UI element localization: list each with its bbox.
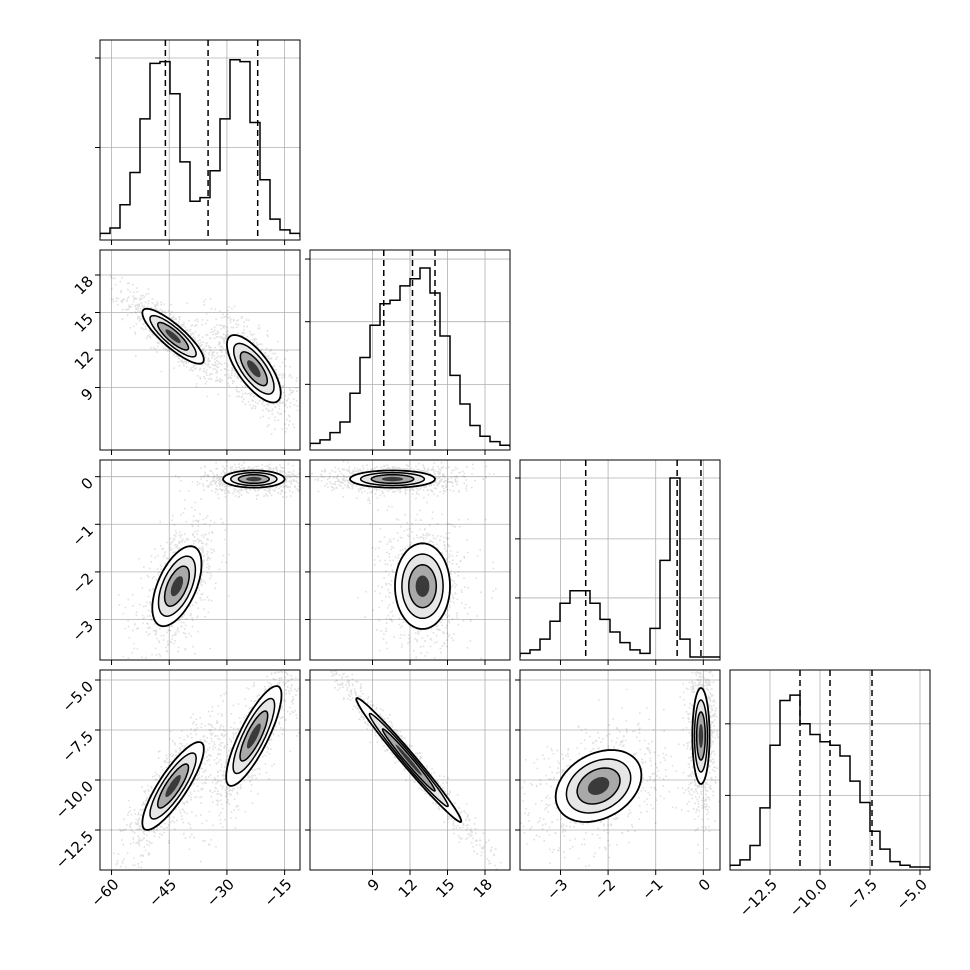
scatter-points xyxy=(311,460,497,660)
histogram-panel-3 xyxy=(520,460,720,660)
tick-label: −60 xyxy=(87,875,122,910)
tick-label: −12.5 xyxy=(736,875,781,920)
tick-label: −7.5 xyxy=(843,875,881,913)
density-panel-2-3 xyxy=(310,460,510,660)
contour-level-4 xyxy=(698,724,704,748)
contour-level-4 xyxy=(246,476,262,482)
panel-frame xyxy=(519,459,721,661)
density-panel-1-3 xyxy=(100,460,300,660)
contour-level-4 xyxy=(381,476,404,482)
tick-label: −3 xyxy=(543,875,571,903)
tick-label: −15 xyxy=(261,875,296,910)
tick-label: 12 xyxy=(395,875,421,901)
tick-label: −7.5 xyxy=(59,727,97,765)
density-panel-2-4 xyxy=(310,670,510,870)
contour-level-4 xyxy=(246,723,261,749)
contour-level-4 xyxy=(395,744,422,776)
contour-level-4 xyxy=(587,777,610,795)
histogram-step xyxy=(310,267,510,447)
contour-level-4 xyxy=(165,775,181,797)
tick-label: −1 xyxy=(638,875,666,903)
tick-label: −12.5 xyxy=(52,827,97,872)
contour-level-4 xyxy=(415,575,430,597)
tick-label: 18 xyxy=(71,272,97,298)
contour-level-4 xyxy=(247,360,261,378)
density-panel-3-4 xyxy=(520,670,720,870)
histogram-step xyxy=(100,59,300,237)
tick-label: 15 xyxy=(71,310,97,336)
tick-label: −5.0 xyxy=(59,677,97,715)
tick-label: −1 xyxy=(69,522,97,550)
histogram-step xyxy=(730,694,930,868)
density-panel-1-2 xyxy=(100,250,300,450)
panel-frame xyxy=(99,669,301,871)
tick-label: 9 xyxy=(364,875,383,894)
tick-label: −2 xyxy=(69,569,97,597)
density-panel-1-4 xyxy=(100,670,300,870)
tick-label: −5.0 xyxy=(893,875,931,913)
panel-frame xyxy=(729,669,931,871)
tick-label: −10.0 xyxy=(786,875,831,920)
tick-label: 15 xyxy=(432,875,458,901)
histogram-panel-4 xyxy=(730,670,930,870)
tick-label: 0 xyxy=(78,474,97,493)
tick-label: 12 xyxy=(71,347,97,373)
histogram-panel-1 xyxy=(100,40,300,240)
tick-label: −30 xyxy=(203,875,238,910)
tick-label: 0 xyxy=(695,875,714,894)
tick-label: −45 xyxy=(145,875,180,910)
panel-frame xyxy=(99,459,301,661)
contour-level-4 xyxy=(165,329,181,344)
contour-level-4 xyxy=(170,576,184,597)
tick-label: −10.0 xyxy=(52,777,97,822)
tick-label: 18 xyxy=(470,875,496,901)
tick-label: −2 xyxy=(591,875,619,903)
tick-label: 9 xyxy=(78,385,97,404)
histogram-step xyxy=(520,477,720,658)
tick-label: −3 xyxy=(69,617,97,645)
histogram-panel-2 xyxy=(310,250,510,450)
panel-frame xyxy=(99,39,301,241)
panel-frame xyxy=(519,669,721,871)
